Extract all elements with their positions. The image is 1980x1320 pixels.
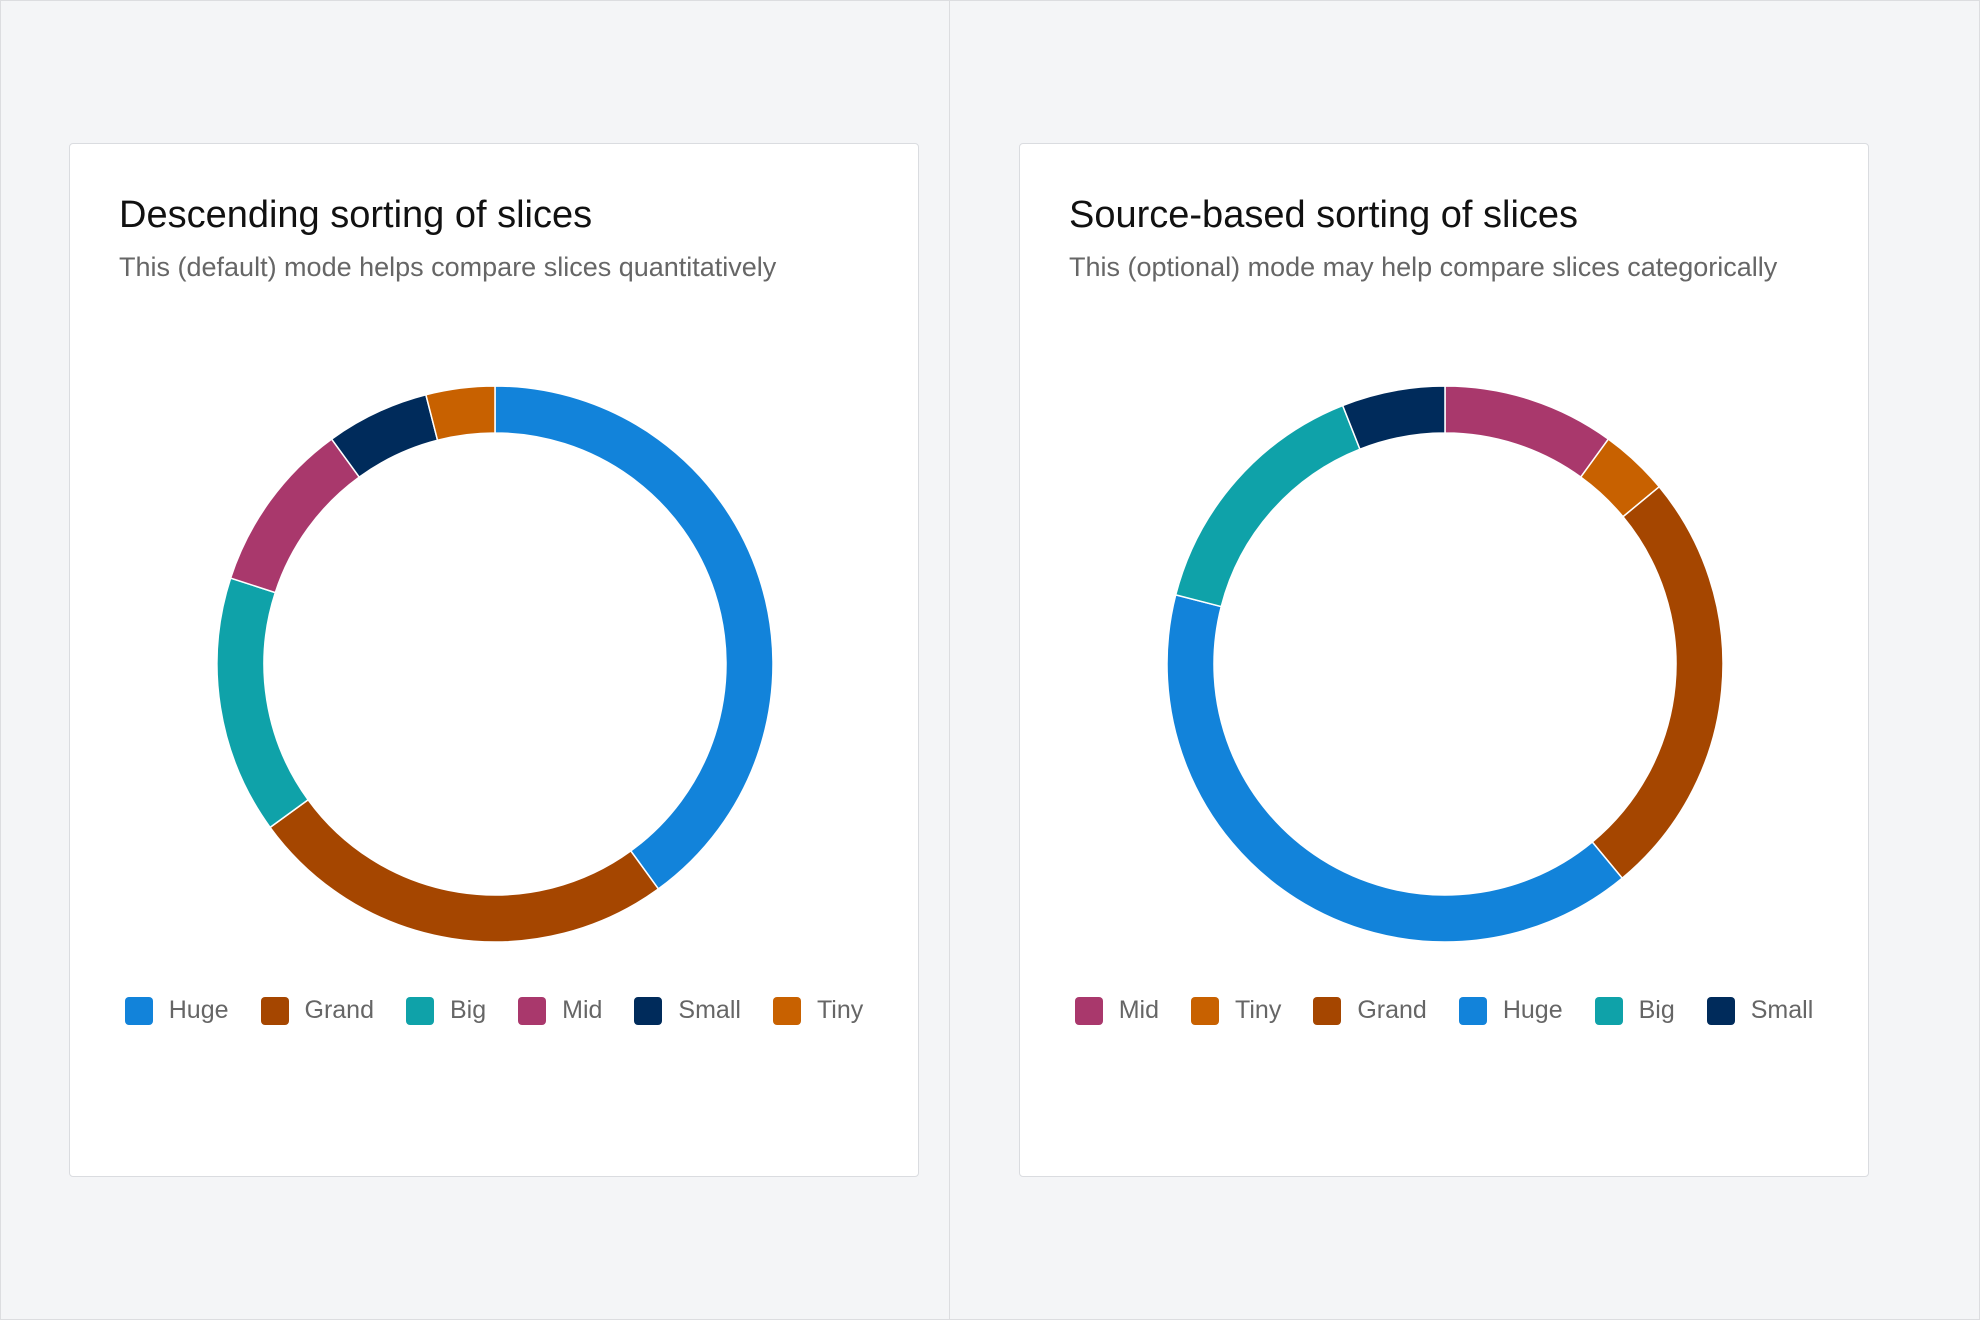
slice-mid[interactable] <box>1444 385 1610 479</box>
legend-swatch <box>1313 996 1342 1025</box>
legend-swatch <box>405 996 434 1025</box>
legend-swatch <box>260 996 289 1025</box>
chart-subtitle: This (optional) mode may help compare sl… <box>1069 252 1778 282</box>
legend-item-small[interactable]: Small <box>1706 996 1814 1025</box>
slice-huge[interactable] <box>1166 593 1624 943</box>
legend-label: Big <box>1638 996 1675 1024</box>
legend-label: Grand <box>1357 996 1427 1024</box>
legend-label: Small <box>678 996 741 1024</box>
legend-swatch <box>1706 996 1735 1025</box>
chart-subtitle: This (default) mode helps compare slices… <box>119 252 777 282</box>
legend-item-grand[interactable]: Grand <box>260 996 374 1025</box>
slice-mid[interactable] <box>229 438 361 594</box>
legend-item-tiny[interactable]: Tiny <box>772 996 864 1025</box>
legend-swatch <box>518 996 547 1025</box>
legend-item-big[interactable]: Big <box>405 996 487 1025</box>
donut-chart <box>216 385 774 943</box>
chart-title: Source-based sorting of slices <box>1069 194 1579 236</box>
legend-swatch <box>1594 996 1623 1025</box>
legend-item-grand[interactable]: Grand <box>1313 996 1427 1025</box>
legend-item-mid[interactable]: Mid <box>518 996 602 1025</box>
legend-label: Huge <box>1502 996 1563 1024</box>
legend-item-mid[interactable]: Mid <box>1074 996 1160 1025</box>
legend-swatch <box>772 996 801 1025</box>
slice-small[interactable] <box>1341 385 1446 451</box>
legend-swatch <box>634 996 663 1025</box>
legend-label: Grand <box>304 996 374 1024</box>
legend-label: Huge <box>168 996 229 1024</box>
legend-swatch <box>124 996 153 1025</box>
legend-item-huge[interactable]: Huge <box>1458 996 1563 1025</box>
legend-swatch <box>1074 996 1103 1025</box>
legend-label: Tiny <box>1235 996 1282 1024</box>
legend-label: Mid <box>562 996 603 1024</box>
descending-chart-card: Descending sorting of slices This (defau… <box>69 143 919 1177</box>
chart-title: Descending sorting of slices <box>119 194 593 236</box>
legend-item-big[interactable]: Big <box>1594 996 1675 1025</box>
slice-tiny[interactable] <box>424 385 496 442</box>
legend-item-small[interactable]: Small <box>634 996 741 1025</box>
donut-chart <box>1166 385 1724 943</box>
legend-label: Mid <box>1118 996 1160 1024</box>
legend-swatch <box>1191 996 1220 1025</box>
legend-swatch <box>1458 996 1487 1025</box>
slice-grand[interactable] <box>1591 485 1724 880</box>
legend-label: Small <box>1750 996 1814 1024</box>
panel-divider <box>949 0 950 1320</box>
chart-legend: Huge Grand Big Mid Small Tiny <box>70 996 918 1025</box>
chart-legend: Mid Tiny Grand Huge Big Small <box>1020 996 1868 1025</box>
slice-huge[interactable] <box>494 385 774 890</box>
slice-big[interactable] <box>1174 404 1361 608</box>
legend-label: Tiny <box>816 996 864 1024</box>
legend-item-huge[interactable]: Huge <box>124 996 229 1025</box>
slice-big[interactable] <box>216 577 310 829</box>
slice-grand[interactable] <box>269 798 660 943</box>
legend-label: Big <box>449 996 487 1024</box>
source-based-chart-card: Source-based sorting of slices This (opt… <box>1019 143 1869 1177</box>
legend-item-tiny[interactable]: Tiny <box>1191 996 1281 1025</box>
